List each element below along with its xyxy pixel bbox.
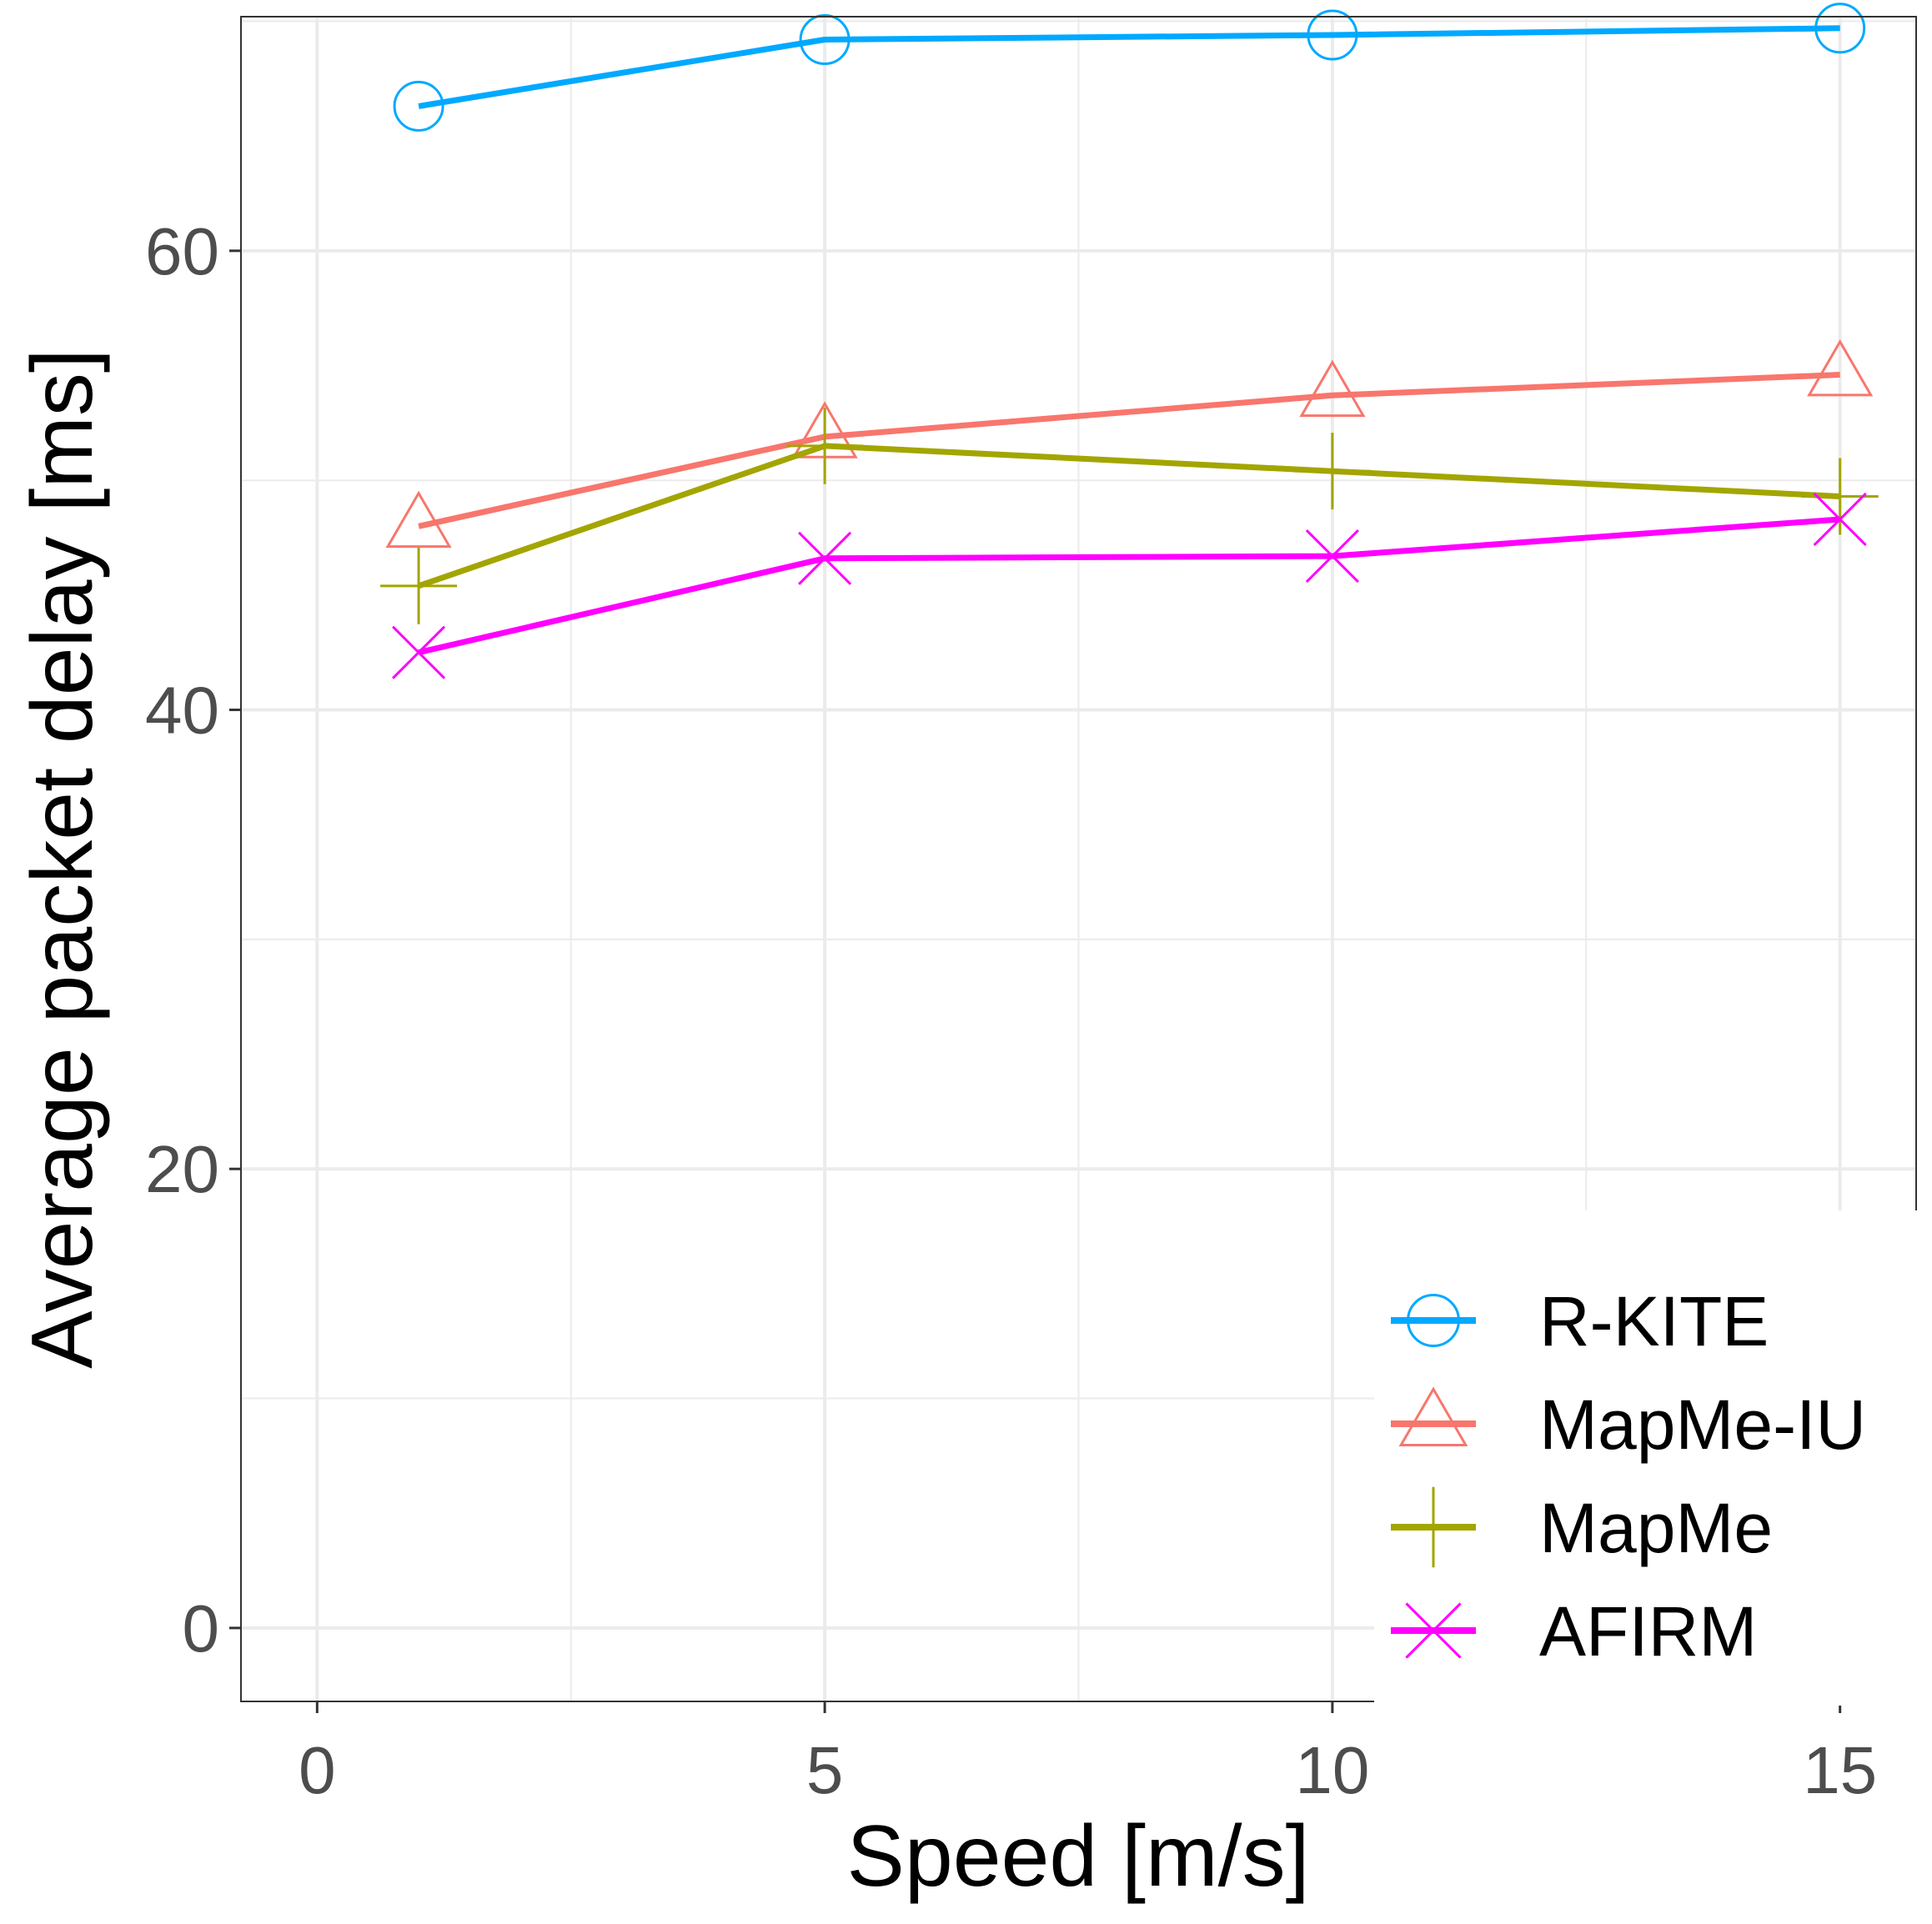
data-point-mapme xyxy=(1293,433,1371,510)
data-point-afirm xyxy=(1305,529,1359,584)
data-point-afirm xyxy=(798,531,852,585)
y-tick-label: 40 xyxy=(145,674,219,748)
series-line-r-kite xyxy=(418,25,1840,109)
series-line-afirm xyxy=(418,516,1840,656)
x-axis-title: Speed [m/s] xyxy=(847,1808,1310,1905)
y-tick-label: 0 xyxy=(183,1591,220,1666)
plot-panel-border xyxy=(240,16,1917,1702)
y-tick-label: 60 xyxy=(145,214,219,288)
data-point-mapme-iu xyxy=(1807,338,1874,397)
x-tick-label: 5 xyxy=(806,1733,844,1807)
data-point-r-kite xyxy=(1307,9,1358,61)
x-tick-label: 0 xyxy=(299,1733,336,1807)
legend-label-mapme-iu: MapMe-IU xyxy=(1539,1385,1866,1464)
series-line-mapme-iu xyxy=(418,372,1840,529)
legend-item-r-kite: R-KITE xyxy=(1391,1282,1769,1360)
series-layer xyxy=(380,3,1879,679)
legend-item-mapme: MapMe xyxy=(1391,1486,1773,1568)
legend-key-marker-r-kite xyxy=(1407,1294,1460,1347)
series-line-mapme xyxy=(417,443,1840,589)
data-point-mapme-iu xyxy=(1299,359,1366,418)
legend-key-marker-mapme-iu xyxy=(1398,1386,1468,1447)
x-tick-label: 10 xyxy=(1295,1733,1369,1807)
data-point-r-kite xyxy=(799,14,851,66)
data-point-r-kite xyxy=(1814,3,1866,54)
grid-minor xyxy=(241,17,1916,1701)
y-tick-label: 20 xyxy=(145,1132,219,1206)
legend-item-mapme-iu: MapMe-IU xyxy=(1391,1385,1866,1464)
x-axis: 0 5 10 15 xyxy=(299,1701,1877,1807)
y-axis-title: Average packet delay [ms] xyxy=(14,348,111,1369)
data-point-mapme xyxy=(380,547,458,624)
legend-key-marker-mapme xyxy=(1393,1486,1474,1568)
data-point-mapme-iu xyxy=(385,490,452,549)
data-point-afirm xyxy=(1813,492,1867,547)
legend-label-afirm: AFIRM xyxy=(1539,1592,1757,1671)
y-axis: 0 20 40 60 xyxy=(145,214,241,1666)
legend: R-KITE MapMe-IU MapMe AFIRM xyxy=(1374,1210,1932,1706)
series-mapme xyxy=(380,407,1879,624)
legend-item-afirm: AFIRM xyxy=(1391,1592,1757,1671)
data-point-r-kite xyxy=(393,80,444,132)
legend-label-r-kite: R-KITE xyxy=(1539,1282,1769,1360)
series-afirm xyxy=(392,492,1867,679)
series-r-kite xyxy=(393,3,1866,132)
x-tick-label: 15 xyxy=(1803,1733,1877,1807)
legend-label-mapme: MapMe xyxy=(1539,1489,1773,1567)
data-point-afirm xyxy=(392,625,446,679)
data-point-mapme xyxy=(786,407,864,484)
legend-background xyxy=(1374,1210,1932,1706)
legend-key-marker-afirm xyxy=(1405,1602,1462,1659)
